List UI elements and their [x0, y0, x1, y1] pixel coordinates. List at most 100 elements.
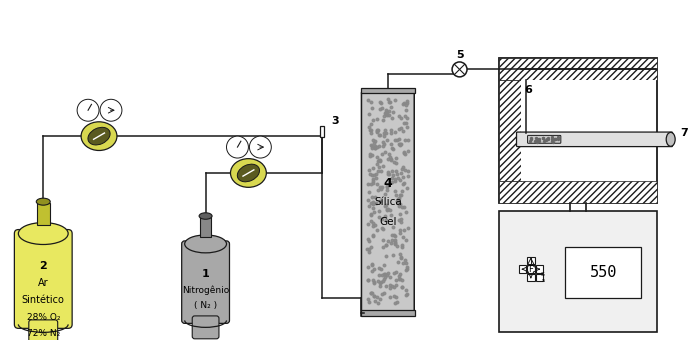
Point	[396, 244, 407, 250]
Point	[379, 262, 390, 268]
Point	[363, 112, 374, 117]
Text: 5: 5	[456, 50, 463, 60]
Point	[395, 125, 407, 131]
Bar	[536, 265, 543, 273]
Point	[370, 145, 381, 151]
Point	[402, 137, 413, 143]
Point	[391, 278, 402, 283]
Bar	[499, 181, 657, 203]
Point	[391, 243, 402, 249]
Point	[385, 240, 396, 246]
Bar	[566, 247, 641, 298]
Point	[383, 113, 394, 118]
Point	[381, 108, 392, 113]
Point	[402, 168, 413, 173]
Point	[396, 277, 407, 283]
Point	[363, 278, 374, 283]
Ellipse shape	[666, 132, 676, 146]
Point	[365, 151, 376, 157]
Text: 2: 2	[39, 261, 47, 271]
Point	[370, 194, 381, 200]
Point	[398, 149, 409, 155]
Point	[363, 239, 374, 244]
Point	[363, 246, 374, 252]
Point	[386, 179, 398, 184]
Point	[366, 261, 377, 267]
Point	[376, 105, 387, 110]
Point	[531, 136, 542, 142]
Point	[374, 198, 386, 204]
Point	[529, 138, 540, 144]
Point	[393, 196, 404, 202]
Point	[364, 153, 375, 158]
Point	[386, 127, 397, 133]
Point	[389, 176, 400, 182]
Point	[540, 138, 552, 143]
Ellipse shape	[88, 127, 110, 145]
Point	[368, 232, 379, 238]
Point	[532, 139, 543, 145]
Point	[363, 97, 374, 103]
Point	[374, 280, 386, 286]
Bar	[361, 88, 414, 93]
Point	[399, 151, 410, 157]
Point	[397, 242, 408, 248]
Point	[395, 193, 407, 198]
Point	[391, 294, 402, 300]
Point	[369, 146, 380, 151]
Point	[395, 216, 406, 221]
Point	[376, 266, 387, 272]
Point	[400, 257, 411, 263]
FancyBboxPatch shape	[528, 135, 561, 143]
Point	[398, 129, 409, 134]
Point	[367, 201, 378, 207]
Point	[397, 234, 408, 240]
Point	[386, 175, 397, 181]
Point	[393, 175, 404, 181]
Point	[547, 136, 558, 142]
Text: 6: 6	[524, 85, 532, 95]
Text: S
s: S s	[541, 272, 545, 283]
Ellipse shape	[230, 159, 266, 187]
Point	[393, 195, 405, 201]
Text: ( N₂ ): ( N₂ )	[194, 301, 217, 310]
Point	[381, 217, 392, 223]
Point	[382, 270, 393, 276]
Point	[365, 291, 377, 296]
Point	[402, 173, 414, 179]
Point	[395, 142, 407, 147]
Point	[368, 223, 379, 228]
Point	[365, 128, 377, 133]
Point	[381, 110, 392, 115]
Point	[547, 138, 558, 144]
Point	[371, 176, 382, 181]
Point	[389, 179, 400, 184]
Point	[377, 151, 388, 157]
Point	[384, 208, 395, 213]
Point	[380, 203, 391, 208]
Point	[381, 183, 392, 189]
Point	[371, 129, 382, 134]
Point	[363, 221, 374, 227]
Point	[366, 201, 377, 206]
Point	[374, 132, 385, 138]
Point	[379, 213, 391, 219]
Point	[381, 206, 392, 211]
Point	[389, 159, 400, 165]
Point	[386, 130, 397, 135]
Bar	[37, 203, 50, 225]
Point	[401, 186, 412, 191]
Point	[552, 136, 564, 142]
Bar	[499, 80, 522, 181]
Point	[395, 252, 406, 257]
Point	[390, 282, 401, 288]
Point	[381, 130, 392, 135]
Bar	[536, 274, 543, 281]
Point	[380, 275, 391, 280]
Point	[372, 128, 384, 133]
Point	[368, 140, 379, 146]
Point	[384, 282, 395, 288]
Point	[382, 156, 393, 162]
FancyBboxPatch shape	[182, 241, 230, 323]
Point	[525, 138, 536, 143]
